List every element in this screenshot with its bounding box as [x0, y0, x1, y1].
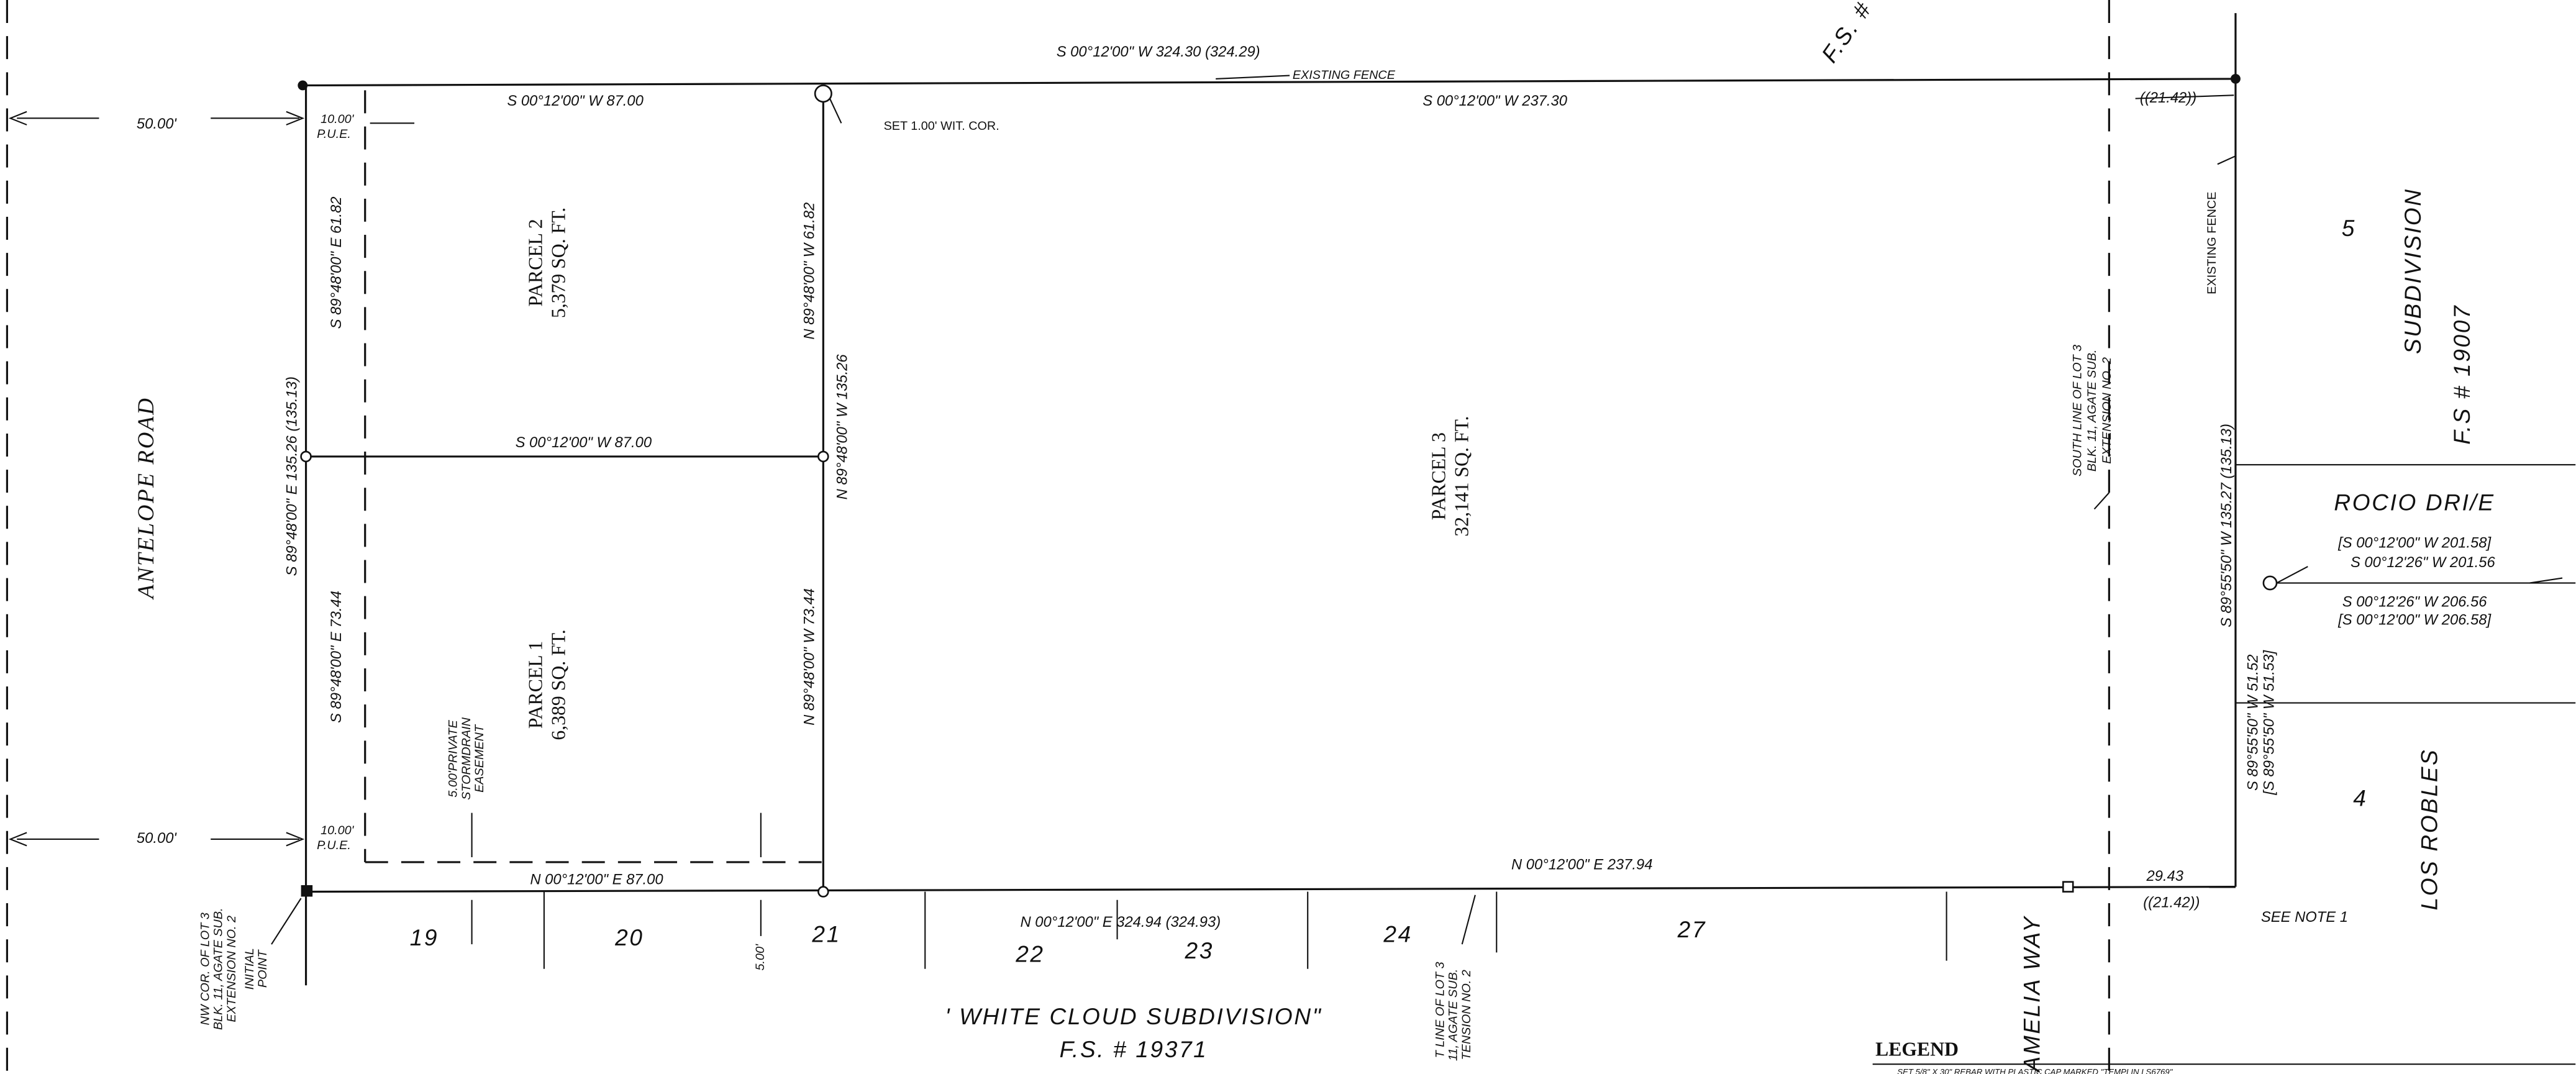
note: EXTENSION NO. 2 — [225, 916, 239, 1022]
bearing: S 00°12'00" W 237.30 — [1422, 93, 1567, 109]
bearing: [S 89°55'50" W 51.53] — [2261, 650, 2278, 796]
parcel-label: PARCEL 3 — [1428, 432, 1450, 520]
lot-number: 4 — [2353, 785, 2367, 811]
note: T LINE OF LOT 3 — [1434, 962, 1447, 1058]
bearing: [S 00°12'00" W 201.58] — [2337, 534, 2492, 551]
dimension: P.U.E. — [317, 127, 351, 141]
lot-number: 24 — [1383, 921, 1412, 947]
note: BLK. 11, AGATE SUB. — [212, 908, 225, 1030]
dimension: 10.00' — [321, 824, 355, 837]
note: 11, AGATE SUB. — [1447, 969, 1460, 1061]
note: SOUTH LINE OF LOT 3 — [2070, 345, 2084, 476]
dimension: 50.00' — [137, 116, 178, 132]
bearing: S 89°48'00" E 61.82 — [328, 197, 345, 329]
bearing: S 00°12'00" W 87.00 — [507, 93, 644, 109]
note: SEE NOTE 1 — [2261, 909, 2348, 926]
note: SET 1.00' WIT. COR. — [884, 119, 999, 133]
note: EXISTING FENCE — [2205, 192, 2219, 294]
note: TENSION NO. 2 — [1460, 970, 1473, 1060]
dimension: 50.00' — [137, 830, 178, 847]
subdivision: ' WHITE CLOUD SUBDIVISION" — [945, 1003, 1322, 1029]
bearing: S 00°12'26" W 201.56 — [2351, 554, 2495, 571]
bearing: N 89°48'00" W 61.82 — [801, 203, 817, 340]
note: F.S. # — [1816, 0, 1877, 67]
lot-number: 5 — [2342, 215, 2356, 241]
note: NW COR. OF LOT 3 — [199, 912, 212, 1025]
subdivision: LOS ROBLES — [2416, 749, 2442, 911]
bearing: S 00°12'00" W 324.30 (324.29) — [1057, 43, 1260, 60]
note: EASEMENT — [473, 724, 486, 793]
note: BLK. 11, AGATE SUB. — [2085, 350, 2099, 472]
lot-number: 20 — [614, 924, 644, 950]
legend-title: LEGEND — [1875, 1038, 1959, 1060]
note: POINT — [256, 949, 270, 988]
bearing: S 89°48'00" E 135.26 (135.13) — [284, 376, 301, 576]
parcel-label: PARCEL 1 — [525, 641, 547, 729]
street-name: AMELIA WAY — [2019, 915, 2045, 1073]
bearing: S 89°55'50" W 51.52 — [2244, 654, 2261, 791]
distance: 29.43 — [2146, 868, 2183, 885]
parcel-label: PARCEL 2 — [525, 219, 547, 306]
bearing: S 89°48'00" E 73.44 — [328, 591, 345, 723]
bearing: N 89°48'00" W 135.26 — [834, 354, 850, 500]
lot-number: 23 — [1185, 937, 1214, 963]
bearing: N 00°12'00" E 87.00 — [530, 871, 663, 888]
note: EXISTING FENCE — [1293, 68, 1396, 82]
lot-number: 27 — [1677, 916, 1706, 942]
dimension: 10.00' — [321, 112, 355, 126]
note: EXTENSION NO. 2 — [2100, 357, 2114, 464]
note: STORMDRAIN — [460, 717, 473, 800]
linework — [6, 0, 2576, 1074]
bearing: N 00°12'00" E 324.94 (324.93) — [1021, 914, 1221, 931]
subdivision: SUBDIVISION — [2400, 188, 2426, 354]
lot-number: 19 — [410, 924, 439, 950]
bearing: N 00°12'00" E 237.94 — [1511, 857, 1652, 873]
parcel-area: 5,379 SQ. FT. — [548, 207, 570, 318]
note: 5.00'PRIVATE — [447, 719, 460, 797]
dimension: 5.00' — [753, 944, 767, 971]
bearing: N 89°48'00" W 73.44 — [801, 588, 817, 726]
bearing: [S 00°12'00" W 206.58] — [2337, 612, 2492, 629]
parcel-area: 6,389 SQ. FT. — [548, 629, 570, 740]
bearing: S 89°55'50" W 135.27 (135.13) — [2218, 424, 2235, 627]
note: INITIAL — [243, 948, 257, 990]
distance: ((21.42)) — [2143, 894, 2200, 911]
lot-number: 21 — [811, 921, 840, 947]
bearing: S 00°12'26" W 206.56 — [2342, 594, 2487, 611]
legend-item: SET 5/8" X 30" REBAR WITH PLASTIC CAP MA… — [1897, 1067, 2173, 1074]
lot-number: 22 — [1015, 940, 1044, 967]
dimension: P.U.E. — [317, 839, 351, 852]
parcel-area: 32,141 SQ. FT. — [1451, 416, 1473, 537]
subdivision: F.S. # 19371 — [1060, 1036, 1208, 1062]
bearing: S 00°12'00" W 87.00 — [516, 434, 652, 451]
subdivision: F.S # 19007 — [2449, 304, 2475, 445]
distance: ((21.42)) — [2140, 89, 2196, 106]
road-name: ANTELOPE ROAD — [134, 396, 159, 600]
street-name: ROCIO DRI/E — [2334, 489, 2495, 515]
